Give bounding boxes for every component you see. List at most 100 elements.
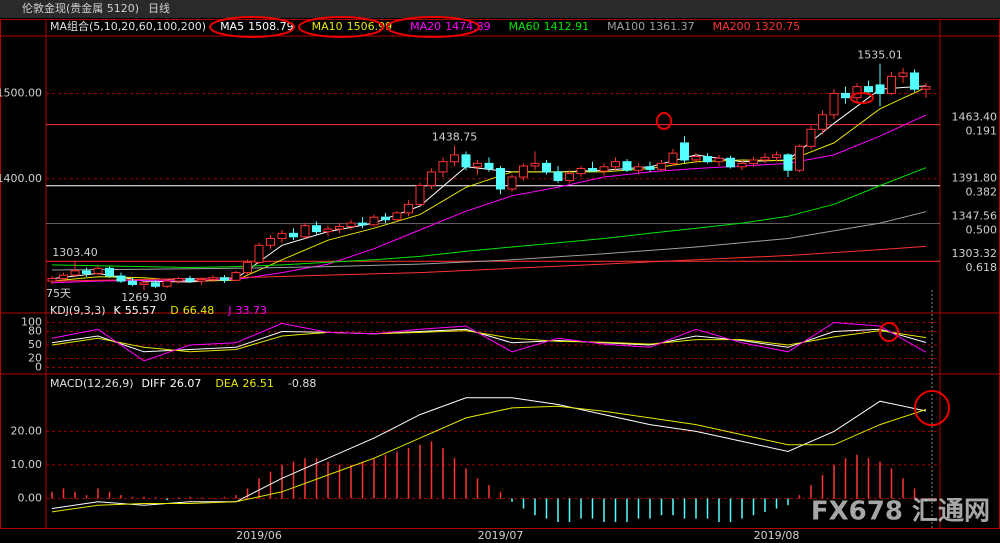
price-annotation: 1438.75 bbox=[432, 131, 478, 144]
candle-body bbox=[772, 154, 781, 158]
price-annotation: 1303.40 bbox=[52, 246, 98, 259]
indicator-line bbox=[51, 328, 927, 353]
x-tick-label: 2019/07 bbox=[478, 529, 524, 542]
highlight bbox=[656, 112, 672, 130]
candle-body bbox=[300, 225, 310, 238]
candle-body bbox=[243, 261, 252, 274]
legend: MACD(12,26,9) DIFF 26.07 DEA 26.51 -0.88 bbox=[50, 377, 316, 390]
candle-body bbox=[254, 244, 264, 263]
candle-body bbox=[645, 166, 655, 170]
candle-body bbox=[599, 166, 609, 172]
candle-body bbox=[829, 92, 839, 116]
indicator-line bbox=[51, 405, 927, 513]
indicator-line bbox=[51, 85, 927, 283]
candle-body bbox=[726, 157, 735, 168]
level-price: 1303.32 bbox=[952, 247, 998, 260]
candle-body bbox=[887, 75, 896, 94]
candle-body bbox=[427, 171, 436, 187]
candle-body bbox=[783, 154, 793, 171]
indicator-line bbox=[51, 245, 927, 282]
candle-body bbox=[289, 232, 298, 238]
candle-body bbox=[576, 168, 586, 175]
legend-value: 33.73 bbox=[235, 304, 267, 317]
legend-title: MACD(12,26,9) bbox=[50, 377, 134, 390]
period[interactable]: 日线 bbox=[148, 1, 170, 15]
highlight bbox=[298, 16, 384, 38]
legend-name: DIFF bbox=[142, 377, 166, 390]
y-tick-label: 0.00 bbox=[18, 491, 43, 504]
candle-body bbox=[47, 278, 57, 282]
legend-name: DEA bbox=[215, 377, 238, 390]
candle-body bbox=[898, 72, 908, 77]
candle-body bbox=[323, 228, 333, 233]
level-ratio: 0.382 bbox=[966, 186, 998, 199]
candle-body bbox=[714, 157, 724, 163]
indicator-line bbox=[51, 211, 927, 271]
candle-body bbox=[530, 162, 540, 167]
y-tick-label: 20.00 bbox=[11, 424, 43, 437]
candle-body bbox=[438, 161, 448, 173]
candle-body bbox=[484, 162, 494, 170]
indicator-line bbox=[51, 330, 927, 353]
candle-body bbox=[105, 267, 114, 277]
y-tick-label: 10.00 bbox=[11, 458, 43, 471]
candle-body bbox=[795, 145, 804, 171]
level-ratio: 0.500 bbox=[966, 223, 998, 236]
candle-body bbox=[496, 168, 505, 190]
legend-name: K bbox=[114, 304, 122, 317]
legend-title: MA组合(5,10,20,60,100,200) bbox=[50, 19, 206, 33]
candle-body bbox=[346, 222, 356, 228]
candle-body bbox=[703, 156, 712, 163]
candle-body bbox=[806, 128, 816, 147]
legend: KDJ(9,3,3) K 55.57 D 66.48 J 33.73 bbox=[50, 304, 267, 317]
candle-body bbox=[760, 156, 770, 161]
indicator-line bbox=[51, 114, 927, 284]
candle-body bbox=[668, 152, 678, 164]
candle-body bbox=[519, 165, 528, 178]
candle-body bbox=[93, 267, 103, 274]
candle-body bbox=[139, 282, 149, 286]
x-tick-label: 2019/06 bbox=[236, 529, 282, 542]
candle-body bbox=[841, 92, 850, 99]
legend-value: 26.51 bbox=[242, 377, 274, 390]
legend-name: J bbox=[227, 304, 231, 317]
note: 75天 bbox=[46, 287, 71, 300]
y-tick-label: 50 bbox=[28, 338, 42, 351]
candle-body bbox=[657, 162, 666, 170]
legend-name: MA200 bbox=[713, 20, 751, 33]
highlight bbox=[850, 92, 874, 104]
candle-body bbox=[116, 275, 126, 282]
y-tick-label: 0 bbox=[35, 361, 42, 374]
watermark: FX678 汇通网 bbox=[811, 497, 990, 527]
candle-body bbox=[162, 280, 172, 287]
x-tick-label: 2019/08 bbox=[754, 529, 800, 542]
legend-value: 1474.89 bbox=[445, 20, 491, 33]
legend-title: KDJ(9,3,3) bbox=[50, 304, 106, 317]
candle-body bbox=[749, 159, 758, 164]
highlight bbox=[209, 16, 295, 38]
candle-body bbox=[875, 84, 885, 94]
legend-name: MA10 bbox=[312, 20, 343, 33]
candle-body bbox=[70, 270, 80, 276]
candle-body bbox=[358, 222, 367, 226]
candle-body bbox=[737, 162, 747, 168]
candle-body bbox=[921, 86, 931, 90]
indicator-line bbox=[51, 397, 927, 509]
level-ratio: 0.191 bbox=[966, 125, 998, 138]
candle-body bbox=[634, 166, 643, 171]
legend-value: 55.57 bbox=[125, 304, 157, 317]
symbol[interactable]: 伦敦金现(贵金属 5120) bbox=[22, 1, 139, 15]
y-tick-label: 20 bbox=[28, 352, 42, 365]
candle-body bbox=[185, 278, 195, 282]
candle-body bbox=[910, 72, 919, 90]
candle-body bbox=[542, 162, 551, 173]
candle-body bbox=[588, 168, 597, 172]
legend-value: 1361.37 bbox=[649, 20, 695, 33]
candle-body bbox=[266, 237, 275, 246]
candle-body bbox=[231, 272, 241, 281]
indicator-line bbox=[51, 87, 927, 282]
price-annotation: 1535.01 bbox=[857, 49, 903, 62]
candle-body bbox=[174, 278, 183, 282]
candle-body bbox=[461, 154, 471, 168]
candle-body bbox=[312, 225, 321, 233]
